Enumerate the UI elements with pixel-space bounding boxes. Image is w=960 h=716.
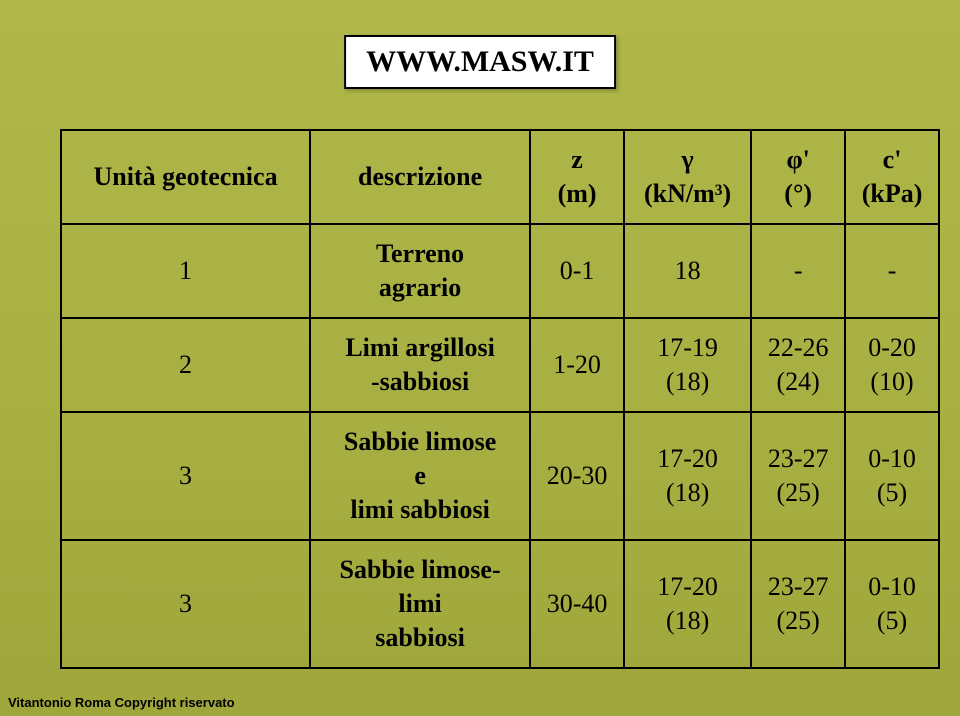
cell-description-line: limi [317,589,523,619]
cell-description-line: Terreno [376,239,464,268]
cell-description-line: Sabbie limose [344,427,496,456]
col-c-symbol: c' [883,145,902,174]
cell-description-line: -sabbiosi [317,367,523,397]
cell-phi-line: 22-26 [768,333,829,362]
cell-c-line: (10) [852,367,932,397]
col-z-unit: (m) [537,179,617,209]
cell-c: 0-10 (5) [845,412,939,540]
table-header: Unità geotecnica descrizione z (m) γ (kN… [61,130,939,224]
cell-phi: 22-26 (24) [751,318,845,412]
cell-gamma-line: 17-20 [657,572,718,601]
slide-container: WWW.MASW.IT Unità geotecnica descrizione… [0,0,960,716]
table-body: 1 Terreno agrario 0-1 18 - - 2 Limi argillosi -sa… [61,224,939,668]
cell-description-line: e [317,461,523,491]
col-gamma-symbol: γ [682,145,694,174]
table-row: 2Limi argillosi-sabbiosi1-2017-19(18)22-… [61,318,939,412]
geotechnical-table: Unità geotecnica descrizione z (m) γ (kN… [60,129,940,669]
cell-gamma: 17-20 (18) [624,412,751,540]
cell-phi-line: - [794,256,803,285]
cell-gamma-line: (18) [631,367,744,397]
cell-z-line: 20-30 [547,461,608,490]
cell-gamma: 18 [624,224,751,318]
table-row: 1 Terreno agrario 0-1 18 - - [61,224,939,318]
cell-phi-line: (25) [758,478,838,508]
col-c: c' (kPa) [845,130,939,224]
cell-phi: - [751,224,845,318]
col-phi: φ' (°) [751,130,845,224]
cell-phi-line: 23-27 [768,572,829,601]
cell-unit: 1 [61,224,310,318]
cell-unit: 3 [61,540,310,668]
cell-z-line: 0-1 [560,256,595,285]
col-unit: Unità geotecnica [61,130,310,224]
col-phi-symbol: φ' [786,145,809,174]
table-row: 3 Sabbie limose-limi sabbiosi 30-40 17-20 (18… [61,540,939,668]
cell-c: 0-10 (5) [845,540,939,668]
cell-description-line: limi sabbiosi [317,495,523,525]
cell-phi: 23-27 (25) [751,540,845,668]
cell-gamma-line: 17-19 [657,333,718,362]
cell-z: 30-40 [530,540,624,668]
cell-gamma-line: 18 [675,256,701,285]
col-description: descrizione [310,130,530,224]
cell-gamma: 17-19 (18) [624,318,751,412]
cell-c-line: (5) [852,606,932,636]
cell-description-line: Sabbie limose- [340,555,501,584]
header-row: Unità geotecnica descrizione z (m) γ (kN… [61,130,939,224]
title-text: WWW.MASW.IT [366,45,594,78]
col-gamma: γ (kN/m³) [624,130,751,224]
col-c-unit: (kPa) [852,179,932,209]
cell-c: 0-20 (10) [845,318,939,412]
cell-c-line: 0-10 [868,572,916,601]
cell-phi-line: (24) [758,367,838,397]
cell-description: Limi argillosi -sabbiosi [310,318,530,412]
cell-phi-line: (25) [758,606,838,636]
cell-z-line: 1-20 [553,350,601,379]
cell-c-line: 0-10 [868,444,916,473]
title-box: WWW.MASW.IT [344,35,616,89]
cell-c-line: (5) [852,478,932,508]
cell-gamma: 17-20 (18) [624,540,751,668]
cell-unit: 3 [61,412,310,540]
cell-gamma-line: (18) [631,478,744,508]
cell-description: Sabbie limose-limi sabbiosi [310,540,530,668]
cell-unit-line: 3 [179,461,192,490]
table-row: 3 Sabbie limose e limi sabbiosi 20-30 17-20 (1… [61,412,939,540]
cell-unit-line: 3 [179,589,192,618]
col-gamma-unit: (kN/m³) [631,179,744,209]
cell-phi-line: 23-27 [768,444,829,473]
cell-description-line: Limi argillosi [345,333,495,362]
col-z: z (m) [530,130,624,224]
cell-description-line: agrario [317,273,523,303]
cell-unit: 2 [61,318,310,412]
col-phi-unit: (°) [758,179,838,209]
col-z-symbol: z [571,145,583,174]
cell-description: Terreno agrario [310,224,530,318]
cell-c: - [845,224,939,318]
cell-c-line: 0-20 [868,333,916,362]
cell-z: 1-20 [530,318,624,412]
cell-z: 20-30 [530,412,624,540]
cell-description: Sabbie limose e limi sabbiosi [310,412,530,540]
cell-unit-line: 2 [179,350,192,379]
cell-description-line: sabbiosi [317,623,523,653]
cell-gamma-line: 17-20 [657,444,718,473]
cell-c-line: - [888,256,897,285]
cell-unit-line: 1 [179,256,192,285]
cell-phi: 23-27 (25) [751,412,845,540]
copyright-text: Vitantonio Roma Copyright riservato [8,695,235,710]
cell-z: 0-1 [530,224,624,318]
cell-gamma-line: (18) [631,606,744,636]
cell-z-line: 30-40 [547,589,608,618]
